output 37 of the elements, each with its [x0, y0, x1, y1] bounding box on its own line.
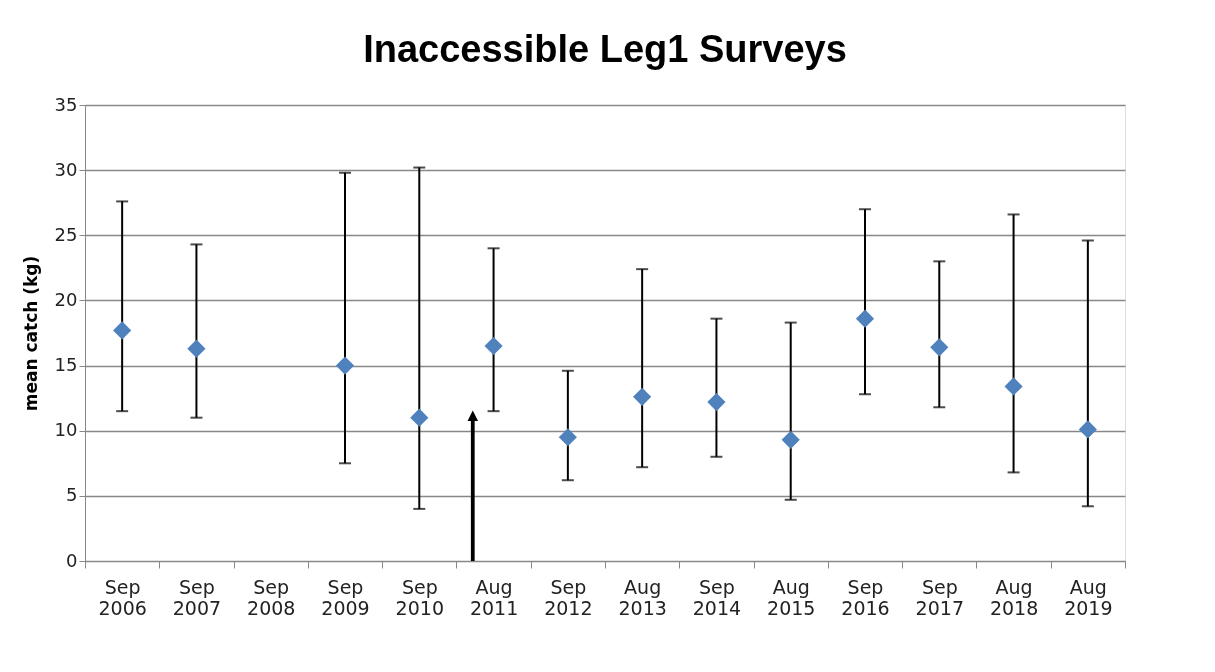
- point: [707, 392, 726, 412]
- point: [187, 339, 206, 358]
- x-tick-label: Sep 2017: [915, 575, 964, 619]
- x-tick-label: Aug 2018: [989, 575, 1039, 619]
- point: [558, 428, 577, 447]
- point: [930, 338, 949, 357]
- point: [1078, 420, 1097, 439]
- y-axis-title: mean catch (kg): [20, 255, 41, 412]
- x-tick-label: Aug 2013: [618, 575, 667, 619]
- x-tick-label: Sep 2016: [841, 575, 890, 619]
- y-tick-label: 30: [54, 158, 78, 180]
- x-tick-label: Sep 2008: [247, 575, 296, 619]
- point: [1004, 377, 1023, 396]
- x-tick-label: Sep 2009: [321, 575, 370, 619]
- point: [484, 336, 503, 356]
- x-tick-label: Aug 2011: [469, 575, 519, 619]
- chart-title: Inaccessible Leg1 Surveys: [363, 28, 847, 70]
- x-tick-label: Sep 2014: [692, 575, 742, 619]
- y-tick-label: 35: [54, 93, 78, 115]
- y-tick-label: 0: [66, 549, 78, 571]
- y-tick-label: 15: [54, 354, 78, 376]
- y-tick-label: 25: [54, 223, 78, 245]
- point: [781, 430, 800, 449]
- x-tick-label: Sep 2012: [544, 575, 593, 619]
- y-tick-label: 5: [66, 484, 78, 506]
- x-tick-label: Aug 2015: [767, 575, 816, 619]
- point: [855, 309, 875, 328]
- x-tick-label: Sep 2007: [172, 575, 222, 619]
- y-tick-label: 10: [54, 419, 78, 441]
- y-tick-label: 20: [54, 288, 78, 310]
- point: [633, 387, 652, 406]
- point: [410, 408, 429, 427]
- point: [113, 321, 132, 340]
- x-tick-label: Sep 2006: [98, 575, 147, 619]
- point: [335, 356, 355, 375]
- x-tick-label: Sep 2010: [395, 575, 444, 619]
- x-tick-label: Aug 2019: [1064, 575, 1113, 619]
